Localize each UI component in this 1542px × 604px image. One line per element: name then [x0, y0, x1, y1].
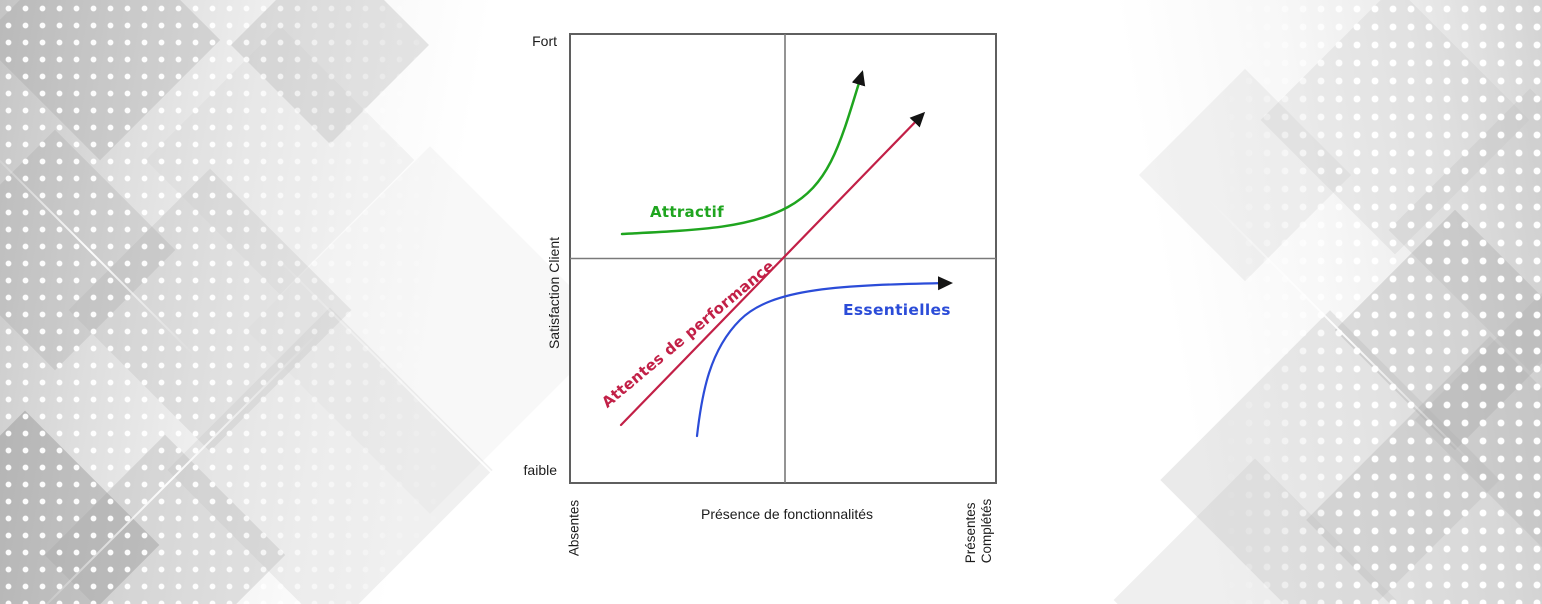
y-axis-max-tick: Fort: [532, 33, 557, 49]
essentielles-label: Essentielles: [843, 301, 951, 319]
y-axis-label: Satisfaction Client: [546, 236, 562, 350]
x-axis-label: Présence de fonctionnalités: [701, 506, 873, 522]
essentielles-curve: [695, 276, 953, 438]
performance-line: [619, 111, 926, 427]
x-axis-max-tick-line1: Présentes: [963, 502, 978, 564]
x-axis-max-tick-line2: Complétés: [979, 498, 994, 564]
attractif-label: Attractif: [650, 203, 724, 221]
attractif-curve: [620, 70, 866, 236]
x-axis-max-tick: Présentes Complétés: [963, 499, 995, 564]
x-axis-min-tick: Absentes: [566, 499, 582, 557]
y-axis-min-tick: faible: [523, 462, 557, 478]
